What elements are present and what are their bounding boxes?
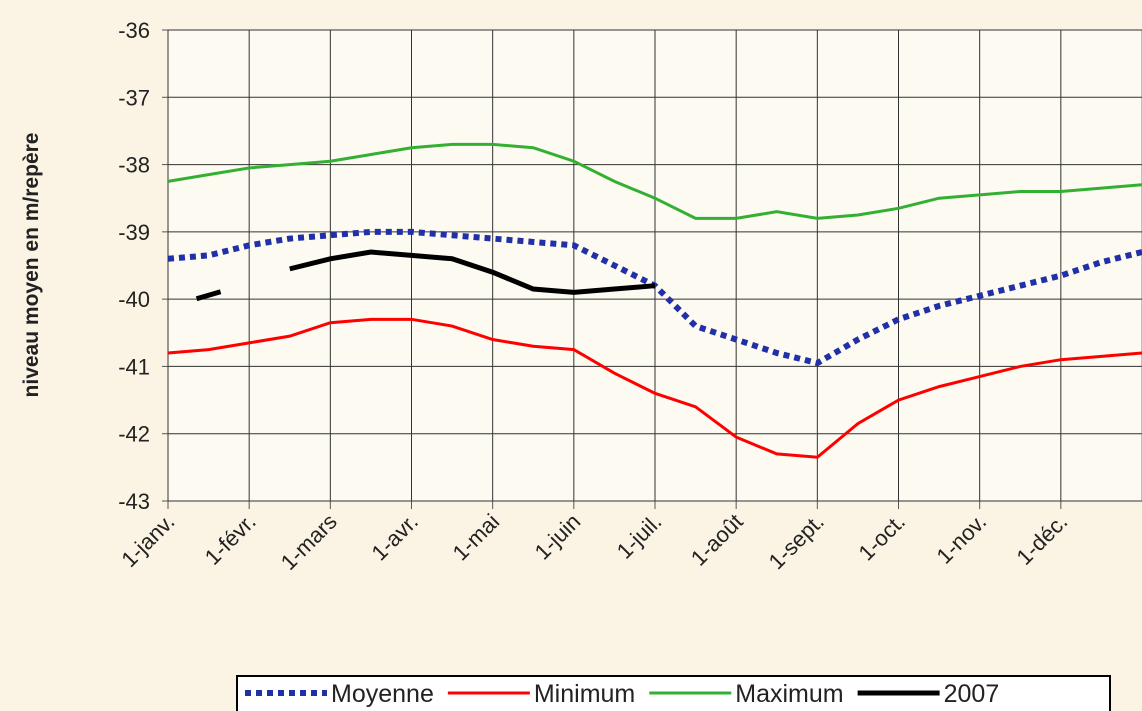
x-tick-label: 1-oct.	[853, 509, 910, 566]
y-axis-label: niveau moyen en m/repère	[20, 133, 43, 398]
x-tick-label: 1-janv.	[116, 509, 179, 572]
x-tick-label: 1-juin	[530, 509, 586, 565]
x-tick-label: 1-févr.	[200, 509, 261, 570]
legend: Moyenne Minimum Maximum 2007	[236, 675, 1111, 711]
x-tick-label: 1-juil.	[612, 509, 667, 564]
x-tick-label: 1-sept.	[764, 509, 829, 574]
y-tick-label: -43	[118, 489, 150, 514]
series-line	[167, 142, 1142, 220]
x-tick-label: 1-avr.	[366, 509, 423, 566]
y-tick-label: -38	[118, 153, 150, 178]
series-line	[167, 317, 1142, 459]
x-tick-label: 1-août	[686, 509, 748, 571]
y-tick-label: -42	[118, 422, 150, 447]
x-tick-label: 1-mars	[276, 509, 342, 575]
series-line	[289, 249, 656, 295]
legend-label: 2007	[944, 680, 1000, 708]
y-tick-label: -39	[118, 220, 150, 245]
y-tick-label: -36	[118, 18, 150, 43]
y-tick-label: -41	[118, 354, 150, 379]
y-tick-label: -40	[118, 287, 150, 312]
x-tick-label: 1-mai	[448, 509, 505, 566]
legend-label: Minimum	[534, 680, 635, 708]
x-tick-label: 1-nov.	[931, 509, 991, 569]
legend-label: Maximum	[735, 680, 843, 708]
y-tick-label: -37	[118, 85, 150, 110]
legend-label: Moyenne	[331, 680, 434, 708]
x-tick-label: 1-déc.	[1011, 509, 1072, 570]
series-line	[195, 289, 222, 302]
